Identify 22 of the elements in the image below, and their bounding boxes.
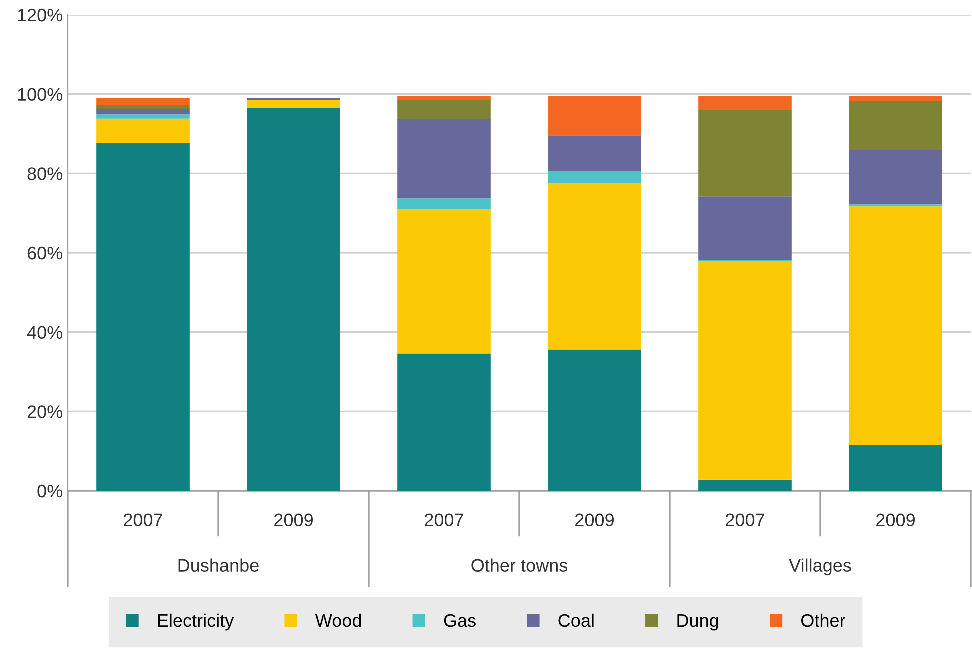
x-tick-label: 2009 — [876, 514, 915, 526]
x-tick-label: 2007 — [124, 514, 162, 526]
legend-label: Other — [802, 614, 846, 628]
y-tick-label: 20% — [28, 406, 62, 418]
x-tick-label: 2009 — [274, 514, 313, 526]
legend-label: Electricity — [158, 614, 234, 631]
legend-label: Wood — [315, 614, 362, 628]
y-tick-label: 60% — [28, 246, 62, 260]
y-tick-label: 120% — [18, 8, 62, 22]
y-tick-label: 0% — [38, 484, 62, 498]
legend-label: Gas — [444, 614, 476, 628]
text: Dushanbe — [178, 558, 259, 572]
x-tick-label: 2007 — [726, 514, 764, 526]
x-tick-label: 2009 — [576, 514, 614, 526]
y-tick-label: 80% — [28, 168, 62, 180]
y-tick-label: 100% — [18, 88, 62, 102]
legend-label: Coal — [558, 614, 594, 628]
text: Other towns — [472, 558, 568, 572]
text: Villages — [789, 558, 852, 576]
legend-label: Dung — [678, 614, 718, 631]
x-tick-label: 2007 — [425, 514, 464, 526]
y-tick-label: 40% — [27, 326, 62, 340]
